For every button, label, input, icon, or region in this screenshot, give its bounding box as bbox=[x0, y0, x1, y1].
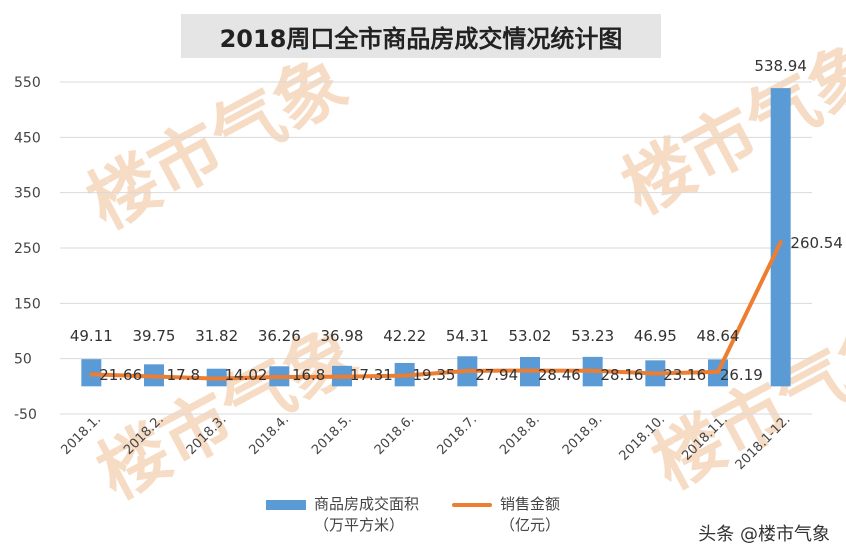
line-value-label: 28.46 bbox=[538, 366, 581, 384]
y-tick-label: 150 bbox=[14, 296, 41, 312]
line-point-2018.4. bbox=[277, 375, 281, 379]
line-series bbox=[89, 240, 783, 381]
line-point-2018.1-12. bbox=[779, 240, 783, 244]
bar-value-label: 49.11 bbox=[70, 327, 113, 345]
legend-amount-line2: （亿元） bbox=[500, 516, 561, 534]
y-axis: -50 50 150 250 350 450 550 bbox=[14, 75, 41, 423]
watermark-text: 楼市气象 bbox=[74, 40, 360, 245]
bar-value-label: 36.26 bbox=[258, 327, 301, 345]
line-value-label: 28.16 bbox=[601, 366, 644, 384]
y-tick-label: 550 bbox=[14, 75, 41, 91]
bar-series bbox=[81, 88, 791, 387]
line-value-label: 14.02 bbox=[225, 366, 268, 384]
bar-value-label: 538.94 bbox=[754, 57, 807, 75]
x-tick-label: 2018.8. bbox=[497, 412, 543, 458]
bar-2018.1-12. bbox=[770, 88, 791, 387]
x-tick-label: 2018.9. bbox=[560, 412, 606, 458]
bar-value-label: 31.82 bbox=[195, 327, 238, 345]
sales-amount-line bbox=[89, 240, 783, 381]
chart-title: 2018周口全市商品房成交情况统计图 bbox=[181, 14, 661, 58]
line-point-2018.6. bbox=[403, 374, 407, 378]
gridlines bbox=[60, 81, 812, 415]
line-point-2018.5. bbox=[340, 375, 344, 379]
line-value-label: 17.31 bbox=[350, 366, 393, 384]
x-tick-label: 2018.6. bbox=[372, 412, 418, 458]
line-point-2018.10. bbox=[653, 372, 657, 376]
bar-value-label: 42.22 bbox=[383, 327, 426, 345]
y-tick-label: 250 bbox=[14, 241, 41, 257]
legend-line-swatch bbox=[452, 503, 492, 507]
data-labels: 49.11 39.75 31.82 36.26 36.98 42.22 54.31 53.02… bbox=[70, 57, 843, 384]
bar-value-label: 53.02 bbox=[509, 327, 552, 345]
bar-value-label: 39.75 bbox=[133, 327, 176, 345]
source-credit: 头条 @楼市气象 bbox=[698, 524, 830, 545]
bar-value-label: 53.23 bbox=[571, 327, 614, 345]
y-tick-label: 450 bbox=[14, 130, 41, 146]
legend-area-line2: （万平方米） bbox=[314, 516, 405, 534]
x-tick-label: 2018.5. bbox=[309, 412, 355, 458]
bar-value-label: 46.95 bbox=[634, 327, 677, 345]
line-value-label: 21.66 bbox=[99, 366, 142, 384]
bar-value-label: 36.98 bbox=[321, 327, 364, 345]
y-tick-label: 350 bbox=[14, 186, 41, 202]
x-tick-label: 2018.7. bbox=[434, 412, 480, 458]
line-value-label: 260.54 bbox=[790, 234, 843, 252]
line-value-label: 27.94 bbox=[475, 366, 518, 384]
y-tick-label: -50 bbox=[14, 407, 37, 423]
line-value-label: 17.8 bbox=[167, 366, 200, 384]
line-point-2018.7. bbox=[465, 369, 469, 373]
legend-amount-line1: 销售金额 bbox=[500, 495, 561, 513]
line-point-2018.3. bbox=[215, 377, 219, 381]
line-point-2018.2. bbox=[152, 374, 156, 378]
line-value-label: 16.8 bbox=[292, 366, 325, 384]
legend-item-area: 商品房成交面积 （万平方米） bbox=[266, 494, 419, 536]
line-value-label: 26.19 bbox=[720, 366, 763, 384]
y-tick-label: 50 bbox=[14, 352, 32, 368]
line-point-2018.11. bbox=[716, 370, 720, 374]
line-point-2018.9. bbox=[591, 369, 595, 373]
line-value-label: 19.35 bbox=[413, 366, 456, 384]
legend-item-amount: 销售金额 （亿元） bbox=[452, 494, 560, 536]
legend-bar-swatch bbox=[266, 500, 306, 510]
line-point-2018.1. bbox=[89, 372, 93, 376]
line-value-label: 23.16 bbox=[663, 366, 706, 384]
bar-value-label: 48.64 bbox=[697, 327, 740, 345]
legend-area-line1: 商品房成交面积 bbox=[314, 495, 420, 513]
line-point-2018.8. bbox=[528, 369, 532, 373]
bar-value-label: 54.31 bbox=[446, 327, 489, 345]
